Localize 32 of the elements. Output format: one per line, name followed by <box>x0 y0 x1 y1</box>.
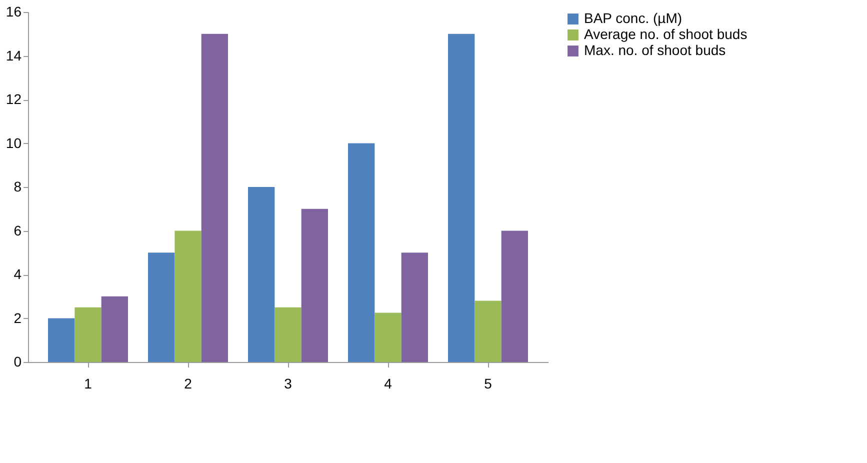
bar <box>301 208 328 362</box>
bar <box>448 34 475 362</box>
bar <box>101 296 128 362</box>
legend-label: Max. no. of shoot buds <box>584 42 726 58</box>
bar <box>201 34 228 362</box>
bar <box>474 300 502 362</box>
y-tick-label: 6 <box>14 222 22 238</box>
y-tick-label: 4 <box>14 266 22 282</box>
bar <box>374 312 402 362</box>
bar <box>401 252 428 362</box>
bar <box>501 230 528 362</box>
bar <box>74 307 102 362</box>
y-tick-label: 0 <box>14 354 22 370</box>
x-tick-label: 4 <box>384 376 392 392</box>
y-tick-label: 8 <box>14 178 22 194</box>
bar <box>348 143 375 362</box>
legend-label: BAP conc. (µM) <box>584 10 682 26</box>
legend-label: Average no. of shoot buds <box>584 26 748 42</box>
y-tick-label: 12 <box>6 91 22 107</box>
bar <box>248 187 275 362</box>
x-tick-label: 2 <box>184 376 192 392</box>
y-tick-label: 10 <box>6 134 22 151</box>
x-tick-label: 1 <box>84 376 92 392</box>
bar <box>148 252 175 362</box>
y-tick-label: 2 <box>14 310 22 326</box>
bar <box>48 318 75 362</box>
bar <box>174 230 202 362</box>
x-tick-label: 3 <box>284 376 292 392</box>
bar <box>274 307 302 362</box>
y-tick-label: 14 <box>6 47 22 64</box>
x-tick-label: 5 <box>484 376 492 392</box>
y-tick-label: 16 <box>6 4 22 20</box>
